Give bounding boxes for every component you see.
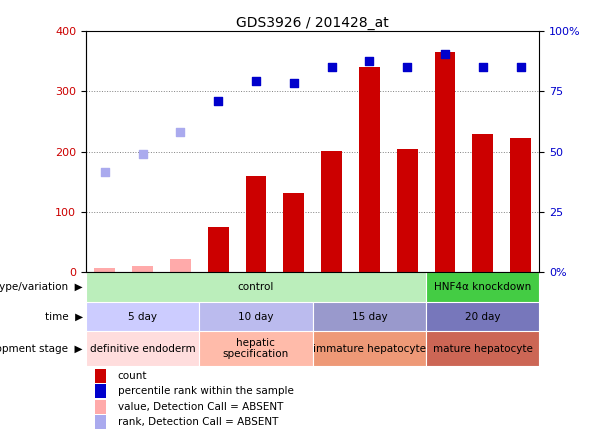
Bar: [435, 52, 455, 273]
Text: time  ▶: time ▶: [45, 312, 83, 322]
Text: 15 day: 15 day: [351, 312, 387, 322]
Point: [440, 51, 450, 58]
Text: control: control: [238, 282, 274, 292]
Point: [327, 64, 337, 71]
Bar: [86, 273, 426, 302]
Text: mature hepatocyte: mature hepatocyte: [433, 344, 533, 354]
Bar: [132, 266, 153, 273]
Bar: [94, 268, 115, 273]
Bar: [426, 302, 539, 332]
Bar: [321, 151, 342, 273]
Text: HNF4α knockdown: HNF4α knockdown: [434, 282, 531, 292]
Bar: [426, 273, 539, 302]
Bar: [95, 415, 106, 429]
Bar: [397, 149, 417, 273]
Point: [175, 128, 185, 135]
Bar: [95, 385, 106, 399]
Text: rank, Detection Call = ABSENT: rank, Detection Call = ABSENT: [118, 417, 278, 427]
Text: count: count: [118, 371, 147, 381]
Text: value, Detection Call = ABSENT: value, Detection Call = ABSENT: [118, 402, 283, 412]
Bar: [246, 176, 266, 273]
Point: [516, 64, 525, 71]
Bar: [86, 332, 199, 366]
Point: [289, 79, 299, 87]
Bar: [95, 400, 106, 414]
Bar: [208, 227, 229, 273]
Text: 20 day: 20 day: [465, 312, 500, 322]
Text: hepatic
specification: hepatic specification: [223, 338, 289, 359]
Bar: [283, 193, 304, 273]
Bar: [199, 302, 313, 332]
Bar: [426, 332, 539, 366]
Point: [251, 77, 261, 84]
Point: [478, 64, 488, 71]
Text: immature hepatocyte: immature hepatocyte: [313, 344, 426, 354]
Text: percentile rank within the sample: percentile rank within the sample: [118, 386, 294, 396]
Bar: [86, 302, 199, 332]
Point: [137, 151, 148, 158]
Text: genotype/variation  ▶: genotype/variation ▶: [0, 282, 83, 292]
Text: 5 day: 5 day: [128, 312, 157, 322]
Bar: [95, 369, 106, 383]
Bar: [359, 67, 379, 273]
Bar: [510, 139, 531, 273]
Bar: [170, 259, 191, 273]
Point: [402, 64, 412, 71]
Text: definitive endoderm: definitive endoderm: [89, 344, 196, 354]
Bar: [473, 134, 493, 273]
Bar: [199, 332, 313, 366]
Text: 10 day: 10 day: [238, 312, 273, 322]
Point: [364, 58, 374, 65]
Point: [100, 168, 110, 175]
Bar: [313, 302, 426, 332]
Title: GDS3926 / 201428_at: GDS3926 / 201428_at: [236, 16, 389, 30]
Point: [213, 98, 223, 105]
Bar: [313, 332, 426, 366]
Text: development stage  ▶: development stage ▶: [0, 344, 83, 354]
